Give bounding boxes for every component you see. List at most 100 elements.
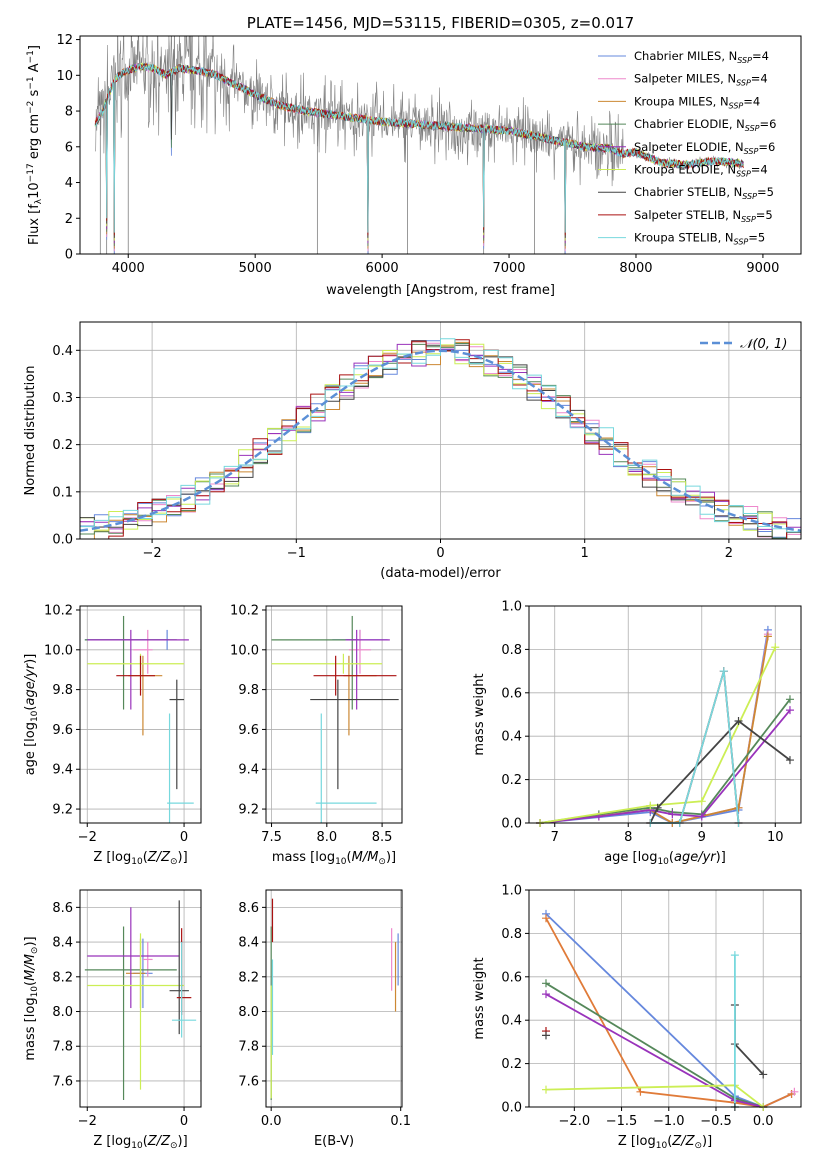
axes-frame bbox=[79, 35, 802, 255]
x-tick-label: 4000 bbox=[112, 261, 145, 276]
x-tick-label: 0 bbox=[436, 546, 444, 561]
y-tick-label: 8.2 bbox=[52, 970, 73, 985]
y-tick-label: 10.2 bbox=[44, 603, 73, 618]
x-tick-label: 0 bbox=[180, 830, 188, 845]
x-tick-label: −0.5 bbox=[700, 1114, 732, 1129]
y-axis-label: Flux [fλ10−17 erg cm−2 s−1 A−1] bbox=[26, 45, 44, 245]
y-tick-label: 7.8 bbox=[238, 1040, 259, 1055]
series-marker-chabrier_stelib bbox=[734, 717, 743, 726]
y-tick-label: 9.6 bbox=[52, 723, 73, 738]
y-tick-label: 1.0 bbox=[501, 884, 522, 899]
y-tick-label: 8.6 bbox=[238, 901, 259, 916]
x-tick-label: 8.0 bbox=[316, 830, 337, 845]
legend-entry-kroupa_elodie: Kroupa ELODIE, NSSP=4 bbox=[634, 163, 768, 179]
y-tick-label: 9.6 bbox=[238, 723, 259, 738]
y-tick-label: 12 bbox=[56, 33, 73, 48]
series-marker-kroupa_elodie bbox=[771, 643, 780, 652]
residuals-panel: −2 −1 0 1 2 0.0 0.1 0.2 0.3 0.4 𝒩(0, 1) (data-model… bbox=[23, 321, 802, 581]
legend-entry-salpeter_elodie: Salpeter ELODIE, NSSP=6 bbox=[634, 140, 775, 156]
axes-frame bbox=[265, 889, 403, 1108]
x-axis-label: E(B-V) bbox=[314, 1134, 354, 1149]
x-tick-label: 0.0 bbox=[261, 1114, 282, 1129]
x-tick-label: 7000 bbox=[492, 261, 525, 276]
axes-frame bbox=[265, 605, 403, 824]
x-tick-label: 0 bbox=[180, 1114, 188, 1129]
x-tick-label: 8 bbox=[624, 830, 632, 845]
series-marker-salpeter_elodie bbox=[668, 810, 677, 819]
series-marker-orange_line bbox=[636, 1087, 645, 1096]
x-tick-label: 9000 bbox=[746, 261, 779, 276]
y-tick-label: 7.8 bbox=[52, 1040, 73, 1055]
y-tick-label: 8.2 bbox=[238, 970, 259, 985]
y-tick-label: 0.8 bbox=[501, 927, 522, 942]
x-tick-label: −1.5 bbox=[606, 1114, 638, 1129]
y-tick-label: 10.0 bbox=[44, 643, 73, 658]
y-tick-label: 0.4 bbox=[501, 730, 522, 745]
y-tick-label: 8.0 bbox=[52, 1005, 73, 1020]
axes-frame bbox=[528, 889, 802, 1108]
series-line-salpeter_miles bbox=[539, 634, 769, 824]
y-tick-label: 9.2 bbox=[238, 803, 259, 818]
y-tick-label: 10 bbox=[56, 69, 73, 84]
y-tick-label: 4 bbox=[65, 176, 73, 191]
y-tick-label: 8.4 bbox=[238, 936, 259, 951]
y-tick-label: 0.2 bbox=[52, 438, 73, 453]
legend-entry-chabrier_elodie: Chabrier ELODIE, NSSP=6 bbox=[634, 117, 776, 133]
series-marker-kroupa_elodie bbox=[646, 801, 655, 810]
x-tick-label: −1.0 bbox=[653, 1114, 685, 1129]
extra-marker-chabrier_stelib bbox=[542, 1031, 550, 1040]
series-marker-salpeter_elodie bbox=[785, 706, 794, 715]
mass-vs-ebv-panel: 0.0 0.1 7.6 7.8 8.0 8.2 8.4 8.6 E(B-V) bbox=[238, 889, 411, 1149]
x-tick-label: 7 bbox=[551, 830, 559, 845]
model-spectrum-kroupa_stelib bbox=[94, 62, 744, 233]
y-axis-label: mass weight bbox=[472, 673, 487, 755]
y-axis-label: Normed distribution bbox=[23, 366, 38, 496]
axes-frame bbox=[528, 605, 802, 824]
y-tick-label: 2 bbox=[65, 212, 73, 227]
y-tick-label: 9.2 bbox=[52, 803, 73, 818]
x-axis-label: age [log10(age/yr)] bbox=[604, 850, 726, 867]
y-tick-label: 9.4 bbox=[238, 763, 259, 778]
series-marker-chabrier_stelib bbox=[759, 1070, 768, 1079]
y-tick-label: 1.0 bbox=[501, 600, 522, 615]
series-marker-kroupa_stelib bbox=[719, 667, 728, 676]
x-axis-label: Z [log10(Z/Z⊙)] bbox=[93, 1134, 187, 1151]
x-tick-label: 1 bbox=[581, 546, 589, 561]
mass-weight-vs-age-panel: 7 8 9 10 0.0 0.2 0.4 0.6 0.8 1.0 age [log10(age/yr… bbox=[472, 600, 802, 867]
y-axis-label: mass weight bbox=[472, 957, 487, 1039]
y-tick-label: 0.2 bbox=[501, 1057, 522, 1072]
legend-entry-kroupa_stelib: Kroupa STELIB, NSSP=5 bbox=[634, 231, 765, 247]
axes-frame bbox=[79, 321, 802, 540]
legend-entry-kroupa_miles: Kroupa MILES, NSSP=4 bbox=[634, 94, 760, 110]
series-line-salpeter_elodie bbox=[539, 709, 791, 824]
series-line-chabrier_stelib bbox=[649, 719, 791, 824]
legend-entry-chabrier_miles: Chabrier MILES, NSSP=4 bbox=[634, 49, 769, 65]
axes-frame bbox=[79, 605, 202, 824]
series-line-kroupa_miles bbox=[539, 636, 769, 824]
y-tick-label: 0.0 bbox=[501, 1101, 522, 1116]
age-vs-mass-panel: 7.5 8.0 8.5 9.2 9.4 9.6 9.8 10.0 10.2 mass [log10… bbox=[230, 603, 403, 867]
x-tick-label: 10 bbox=[767, 830, 784, 845]
y-tick-label: 0 bbox=[65, 248, 73, 263]
y-tick-label: 0.2 bbox=[501, 773, 522, 788]
mass-vs-metallicity-panel: −2 0 7.6 7.8 8.0 8.2 8.4 8.6 Z [log10(Z/Z⊙)] mass… bbox=[23, 889, 202, 1151]
y-tick-label: 7.6 bbox=[238, 1074, 259, 1089]
legend-entry-salpeter_stelib: Salpeter STELIB, NSSP=5 bbox=[634, 208, 773, 224]
y-tick-label: 0.1 bbox=[52, 485, 73, 500]
x-tick-label: 0.1 bbox=[390, 1114, 411, 1129]
y-tick-label: 6 bbox=[65, 140, 73, 155]
y-tick-label: 0.8 bbox=[501, 643, 522, 658]
y-tick-label: 10.0 bbox=[230, 643, 259, 658]
y-tick-label: 8.4 bbox=[52, 936, 73, 951]
spectrum-panel: 4000 5000 6000 7000 8000 9000 0 2 4 6 8 10 12 PLATE=1… bbox=[26, 14, 802, 298]
x-tick-label: 0.0 bbox=[753, 1114, 774, 1129]
legend-entry-gaussian: 𝒩(0, 1) bbox=[740, 337, 787, 352]
series-marker-kroupa_miles bbox=[734, 803, 743, 812]
x-tick-label: −2 bbox=[143, 546, 162, 561]
series-marker-salpeter_elodie bbox=[697, 812, 706, 821]
x-tick-label: 6000 bbox=[366, 261, 399, 276]
series-marker-chabrier_stelib bbox=[785, 756, 794, 765]
y-tick-label: 0.4 bbox=[501, 1014, 522, 1029]
y-axis-label: mass [log10(M/M⊙)] bbox=[23, 936, 40, 1060]
legend-entry-salpeter_miles: Salpeter MILES, NSSP=4 bbox=[634, 72, 768, 88]
